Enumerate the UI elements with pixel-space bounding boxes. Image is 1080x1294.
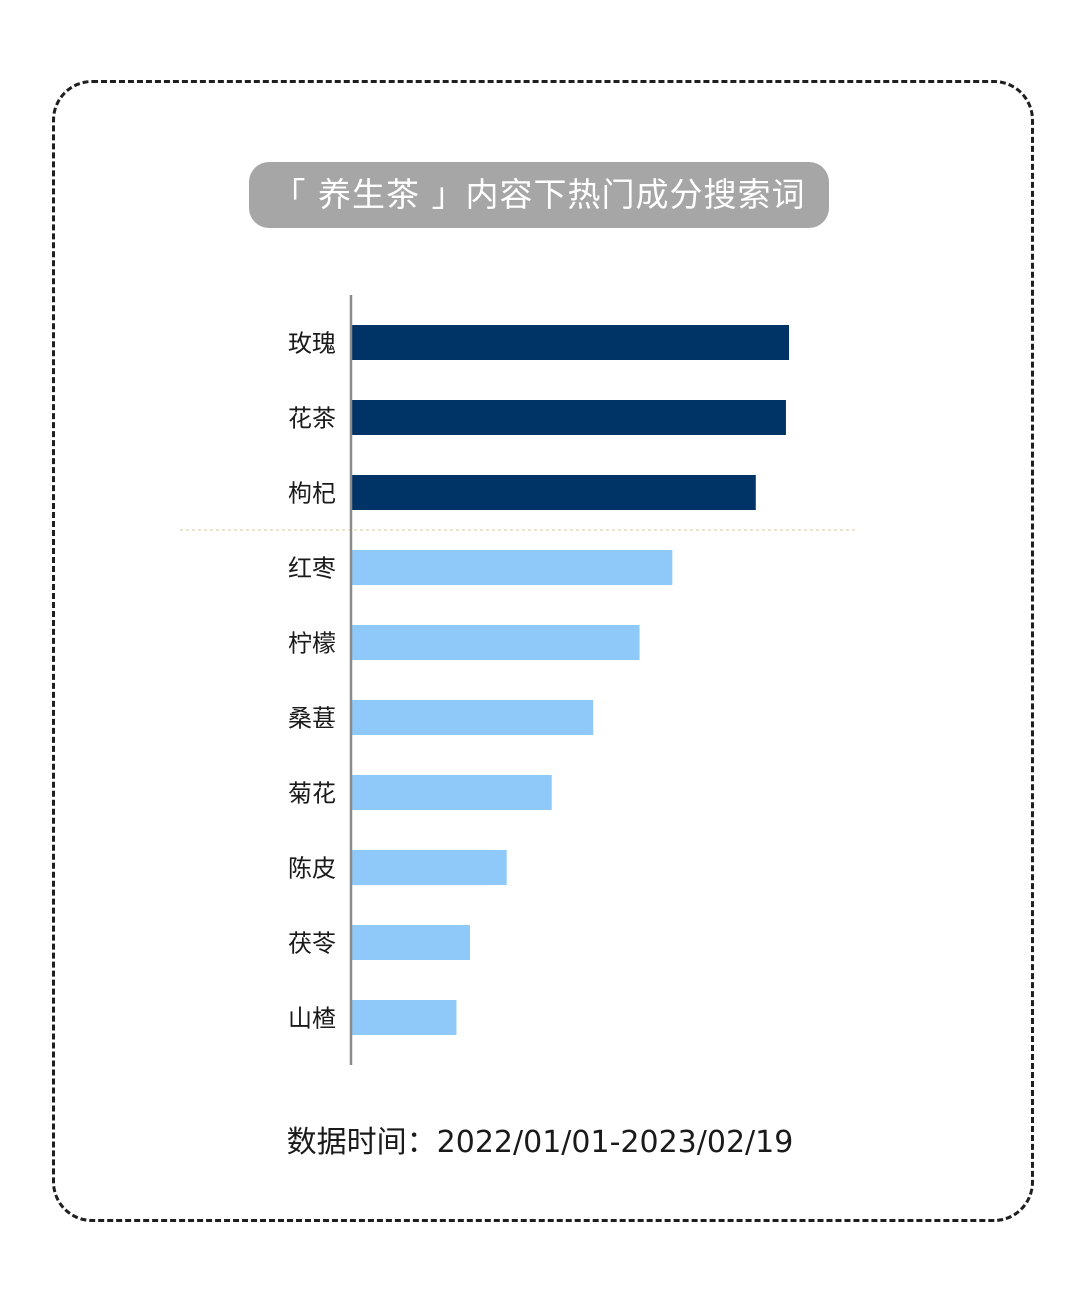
- bar-2: [352, 400, 786, 435]
- category-label-1: 玫瑰: [288, 330, 336, 358]
- dashed-card-border: [52, 80, 1034, 1222]
- category-label-7: 菊花: [288, 780, 336, 808]
- category-label-4: 红枣: [288, 555, 336, 583]
- bar-9: [352, 925, 470, 960]
- chart-title: 「 养生茶 」内容下热门成分搜索词: [249, 162, 829, 228]
- bar-1: [352, 325, 789, 360]
- bar-6: [352, 700, 594, 735]
- category-label-3: 枸杞: [288, 480, 336, 508]
- category-label-8: 陈皮: [288, 855, 336, 883]
- bar-8: [352, 850, 507, 885]
- bar-3: [352, 475, 756, 510]
- bar-7: [352, 775, 552, 810]
- category-label-5: 柠檬: [288, 630, 336, 658]
- bar-10: [352, 1000, 457, 1035]
- category-label-9: 茯苓: [288, 930, 336, 958]
- category-label-2: 花茶: [288, 405, 336, 433]
- bar-5: [352, 625, 640, 660]
- category-label-6: 桑葚: [288, 705, 336, 733]
- data-date-range: 数据时间：2022/01/01-2023/02/19: [286, 1125, 794, 1160]
- category-label-10: 山楂: [288, 1005, 336, 1033]
- bar-4: [352, 550, 673, 585]
